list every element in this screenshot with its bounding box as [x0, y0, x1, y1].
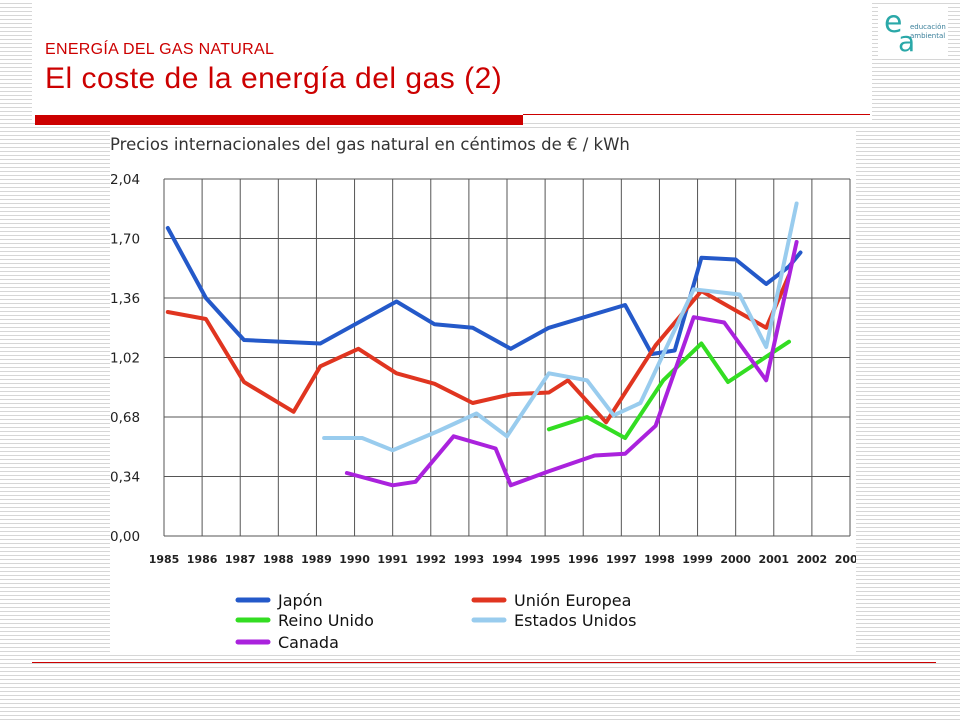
series-line-estados-unidos — [322, 201, 799, 453]
series-line-japon — [165, 226, 803, 356]
logo-letter-a: a — [898, 25, 916, 58]
x-tick-label: 1991 — [377, 553, 408, 566]
series-line-canada — [344, 240, 799, 488]
y-tick-label: 0,68 — [110, 410, 140, 426]
legend-label-canada: Canada — [278, 633, 339, 652]
y-tick-label: 2,04 — [110, 172, 140, 188]
y-tick-label: 1,70 — [110, 232, 140, 248]
logo-text-line1: educación — [910, 23, 946, 31]
legend-label-estados-unidos: Estados Unidos — [514, 611, 636, 630]
legend-label-reino-unido: Reino Unido — [278, 611, 374, 630]
x-tick-label: 1985 — [149, 553, 180, 566]
series-lines — [165, 201, 803, 488]
x-tick-label: 1997 — [606, 553, 637, 566]
educacion-ambiental-logo: e a educación ambiental — [878, 6, 948, 58]
legend-label-japon: Japón — [277, 591, 323, 610]
x-tick-label: 1992 — [415, 553, 446, 566]
y-tick-label: 0,00 — [110, 529, 140, 545]
y-axis-ticks: 0,00 0,34 0,68 1,02 1,36 1,70 2,04 — [110, 172, 140, 545]
x-tick-label: 2000 — [720, 553, 751, 566]
x-tick-label: 1990 — [339, 553, 370, 566]
x-tick-label: 1987 — [225, 553, 256, 566]
series-line-union-europea — [165, 273, 791, 425]
x-tick-label: 1996 — [568, 553, 599, 566]
title-area — [32, 0, 872, 120]
x-tick-label: 2002 — [797, 553, 828, 566]
x-tick-label: 1999 — [682, 553, 713, 566]
x-tick-label: 1998 — [644, 553, 675, 566]
x-tick-label: 1994 — [492, 553, 523, 566]
x-tick-label: 1986 — [187, 553, 218, 566]
slide-supertitle: ENERGÍA DEL GAS NATURAL — [45, 41, 275, 58]
legend-label-union-europea: Unión Europea — [514, 591, 631, 610]
logo-text-line2: ambiental — [910, 32, 946, 40]
y-tick-label: 1,36 — [110, 291, 140, 307]
x-axis-ticks: 1985 1986 1987 1988 1989 1990 1991 1992 1993 1994… — [149, 553, 856, 566]
gas-price-chart: Precios internacionales del gas natural … — [110, 135, 856, 652]
y-tick-label: 0,34 — [110, 470, 140, 486]
x-tick-label: 1988 — [263, 553, 294, 566]
grid — [163, 178, 851, 537]
x-tick-label: 1989 — [301, 553, 332, 566]
y-tick-label: 1,02 — [110, 351, 140, 367]
chart-panel: Precios internacionales del gas natural … — [110, 130, 856, 655]
x-tick-label: 1993 — [454, 553, 485, 566]
accent-bar — [35, 115, 523, 125]
slide-title: El coste de la energía del gas (2) — [45, 62, 503, 95]
accent-line — [523, 114, 870, 115]
x-tick-label: 2001 — [758, 553, 789, 566]
chart-title: Precios internacionales del gas natural … — [110, 135, 630, 154]
x-tick-label: 1995 — [530, 553, 561, 566]
x-tick-label: 2003 — [835, 553, 856, 566]
logo-letter-e: e — [884, 5, 903, 40]
series-line-reino-unido — [546, 339, 791, 440]
footer-line — [32, 662, 936, 663]
